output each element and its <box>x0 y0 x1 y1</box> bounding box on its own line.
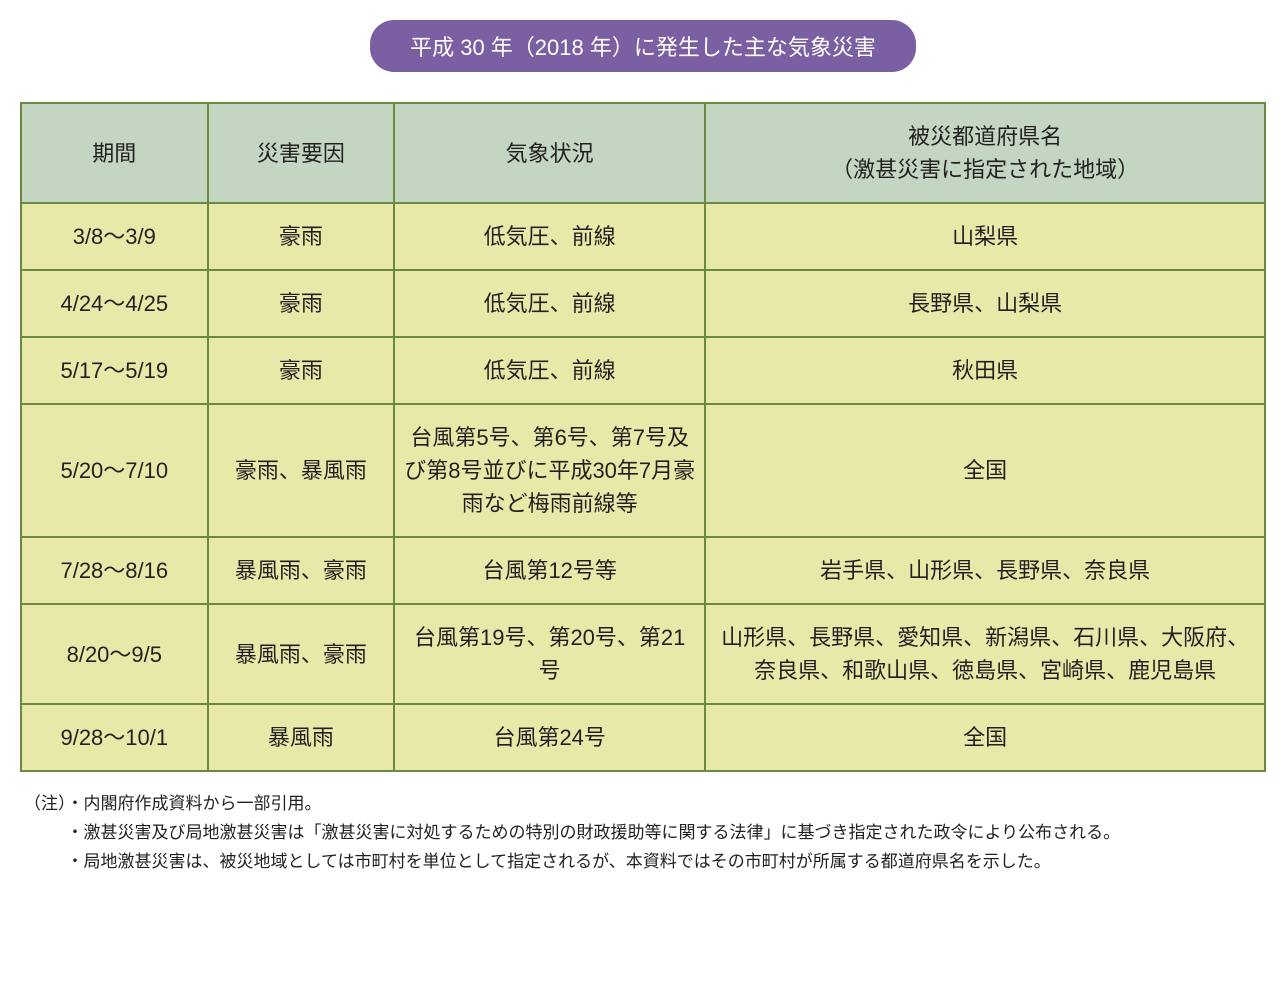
table-row: 7/28～8/16暴風雨、豪雨台風第12号等岩手県、山形県、長野県、奈良県 <box>21 537 1265 604</box>
cell-cause: 豪雨 <box>208 337 395 404</box>
cell-period: 3/8～3/9 <box>21 203 208 270</box>
header-cause: 災害要因 <box>208 103 395 203</box>
note-line: ・激甚災害及び局地激甚災害は「激甚災害に対処するための特別の財政援助等に関する法… <box>24 819 1266 848</box>
note-line: （注）・内閣府作成資料から一部引用。 <box>24 790 1266 819</box>
document-title: 平成 30 年（2018 年）に発生した主な気象災害 <box>370 20 916 72</box>
cell-area: 山形県、長野県、愛知県、新潟県、石川県、大阪府、奈良県、和歌山県、徳島県、宮崎県… <box>705 604 1265 704</box>
cell-weather: 台風第12号等 <box>394 537 705 604</box>
cell-area: 全国 <box>705 704 1265 771</box>
table-row: 5/17～5/19豪雨低気圧、前線秋田県 <box>21 337 1265 404</box>
cell-area: 全国 <box>705 404 1265 537</box>
cell-cause: 豪雨 <box>208 203 395 270</box>
note-line: ・局地激甚災害は、被災地域としては市町村を単位として指定されるが、本資料ではその… <box>24 848 1266 877</box>
cell-cause: 豪雨 <box>208 270 395 337</box>
table-row: 9/28～10/1暴風雨台風第24号全国 <box>21 704 1265 771</box>
header-period: 期間 <box>21 103 208 203</box>
cell-weather: 台風第19号、第20号、第21号 <box>394 604 705 704</box>
cell-weather: 台風第5号、第6号、第7号及び第8号並びに平成30年7月豪雨など梅雨前線等 <box>394 404 705 537</box>
cell-weather: 低気圧、前線 <box>394 337 705 404</box>
table-row: 4/24～4/25豪雨低気圧、前線長野県、山梨県 <box>21 270 1265 337</box>
cell-area: 岩手県、山形県、長野県、奈良県 <box>705 537 1265 604</box>
notes-section: （注）・内閣府作成資料から一部引用。 ・激甚災害及び局地激甚災害は「激甚災害に対… <box>20 790 1266 877</box>
cell-area: 長野県、山梨県 <box>705 270 1265 337</box>
header-weather: 気象状況 <box>394 103 705 203</box>
cell-cause: 豪雨、暴風雨 <box>208 404 395 537</box>
header-area: 被災都道府県名（激甚災害に指定された地域） <box>705 103 1265 203</box>
cell-period: 5/20～7/10 <box>21 404 208 537</box>
cell-area: 秋田県 <box>705 337 1265 404</box>
cell-period: 5/17～5/19 <box>21 337 208 404</box>
cell-cause: 暴風雨、豪雨 <box>208 604 395 704</box>
cell-weather: 低気圧、前線 <box>394 270 705 337</box>
cell-period: 4/24～4/25 <box>21 270 208 337</box>
cell-period: 9/28～10/1 <box>21 704 208 771</box>
cell-cause: 暴風雨、豪雨 <box>208 537 395 604</box>
cell-period: 8/20～9/5 <box>21 604 208 704</box>
cell-weather: 台風第24号 <box>394 704 705 771</box>
cell-period: 7/28～8/16 <box>21 537 208 604</box>
table-row: 5/20～7/10豪雨、暴風雨台風第5号、第6号、第7号及び第8号並びに平成30… <box>21 404 1265 537</box>
cell-cause: 暴風雨 <box>208 704 395 771</box>
table-row: 8/20～9/5暴風雨、豪雨台風第19号、第20号、第21号山形県、長野県、愛知… <box>21 604 1265 704</box>
cell-area: 山梨県 <box>705 203 1265 270</box>
table-header-row: 期間 災害要因 気象状況 被災都道府県名（激甚災害に指定された地域） <box>21 103 1265 203</box>
disaster-table: 期間 災害要因 気象状況 被災都道府県名（激甚災害に指定された地域） 3/8～3… <box>20 102 1266 772</box>
cell-weather: 低気圧、前線 <box>394 203 705 270</box>
table-row: 3/8～3/9豪雨低気圧、前線山梨県 <box>21 203 1265 270</box>
